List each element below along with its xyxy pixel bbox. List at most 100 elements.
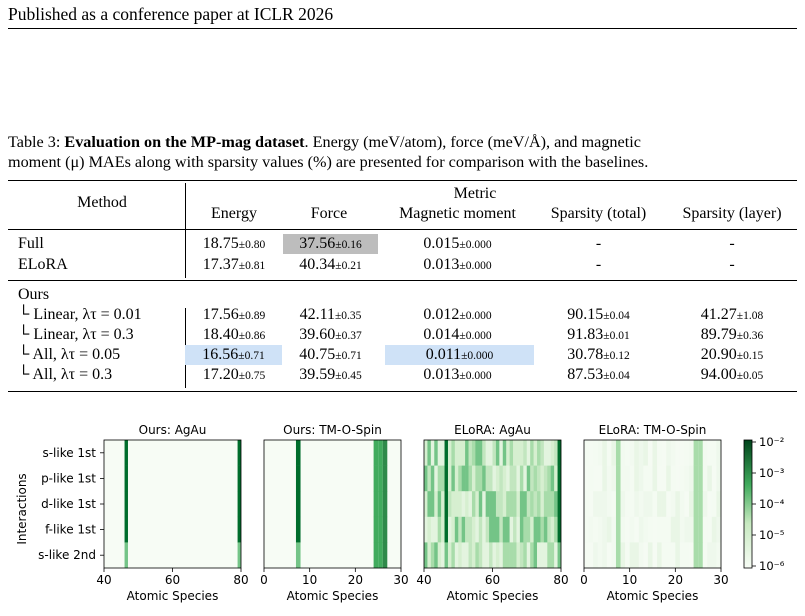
heatmap-cell: [495, 516, 500, 543]
heatmap-cell: [711, 465, 717, 492]
heatmap-cell: [506, 440, 510, 466]
heatmap-cell: [554, 491, 558, 518]
heatmap-cell: [424, 491, 428, 518]
heatmap-cell: [689, 440, 694, 466]
x-axis-label: Atomic Species: [447, 589, 539, 603]
heatmap-cell: [707, 542, 713, 569]
x-tick-label: 0: [260, 573, 268, 587]
x-tick-label: 60: [165, 573, 180, 587]
heatmap-cell: [702, 542, 708, 569]
heatmap-cell: [679, 542, 685, 569]
heatmap-active-cell: [378, 440, 383, 466]
heatmap-active-cell: [615, 491, 621, 518]
force-cell: 40.34±0.21: [299, 256, 362, 273]
heatmap-cell: [447, 542, 452, 569]
heatmap-cell: [670, 542, 676, 569]
row-label: p-like 1st: [41, 471, 96, 485]
heatmap-cell: [675, 516, 681, 543]
row-label: └ Linear, λτ = 0.01: [18, 306, 142, 323]
heatmap-cell: [584, 491, 589, 518]
heatmap-cell: [593, 516, 598, 543]
heatmap-cell: [716, 440, 722, 466]
heatmap-cell: [530, 542, 534, 569]
heatmap-cell: [597, 465, 603, 492]
heatmap-cell: [625, 465, 630, 492]
heatmap-cell: [684, 440, 690, 466]
y-axis-label: Interactions: [15, 473, 29, 544]
heatmap-cell: [638, 440, 644, 466]
heatmap-cell: [707, 516, 713, 543]
heatmap-cell: [475, 465, 480, 492]
heatmap-active-cell: [378, 542, 383, 569]
heatmap-cell: [489, 465, 493, 492]
heatmap-active-cell: [382, 542, 388, 569]
heatmap-cell: [606, 465, 612, 492]
heatmap-cell: [540, 465, 545, 492]
heatmap-cell: [482, 491, 486, 518]
row-label: s-like 1st: [42, 446, 96, 460]
x-tick-label: 80: [553, 573, 568, 587]
x-tick-label: 10: [302, 573, 317, 587]
heatmap-cell: [526, 491, 531, 518]
heatmap-cell: [424, 465, 428, 492]
heatmap-cell: [499, 491, 504, 518]
heatmap-cell: [533, 542, 538, 569]
heatmap-cell: [629, 465, 635, 492]
heatmap-cell: [427, 465, 432, 492]
heatmap-cell: [434, 440, 438, 466]
heatmap-cell: [465, 516, 469, 543]
heatmap-cell: [502, 516, 507, 543]
heatmap-cell: [689, 491, 694, 518]
heatmap-active-cell: [373, 542, 379, 569]
heatmap-active-cell: [444, 491, 448, 518]
heatmap-active-cell: [444, 440, 448, 466]
heatmap-cell: [502, 465, 507, 492]
heatmap-cell: [537, 440, 541, 466]
heatmap-cell: [427, 491, 432, 518]
heatmap-cell: [597, 440, 603, 466]
heatmap-cell: [707, 465, 713, 492]
sparsity-layer-cell: 20.90±0.15: [700, 346, 764, 363]
heatmap-cell: [471, 491, 476, 518]
caption-label: Table 3:: [8, 133, 61, 151]
heatmap-cell: [602, 542, 608, 569]
heatmap-cell: [478, 516, 483, 543]
heatmap-active-cell: [557, 516, 561, 543]
heatmap-cell: [657, 491, 662, 518]
x-tick-label: 0: [580, 573, 588, 587]
sparsity-layer-cell: -: [729, 256, 735, 273]
force-cell: 40.75±0.71: [299, 346, 362, 363]
heatmap-cell: [461, 542, 466, 569]
heatmap-cell: [482, 516, 486, 543]
heatmap-cell: [475, 440, 480, 466]
heatmap-cell: [606, 440, 612, 466]
heatmap-cell: [625, 516, 630, 543]
heatmap-cell: [465, 465, 469, 492]
heatmap-panel: Ours: AgAu 40 60 80 Atomic Species: [96, 423, 248, 603]
heatmap-cell: [447, 440, 452, 466]
force-cell: 39.59±0.45: [299, 366, 362, 383]
heatmap-cell: [427, 542, 432, 569]
heatmap-cell: [634, 542, 640, 569]
heatmap-cell: [451, 491, 456, 518]
x-axis-label: Atomic Species: [127, 589, 219, 603]
heatmap-active-cell: [378, 491, 383, 518]
heatmap-cell: [533, 440, 538, 466]
heatmap-cell: [468, 440, 473, 466]
heatmap-cell: [543, 491, 548, 518]
heatmap-cell: [506, 465, 510, 492]
heatmap-cell: [471, 516, 476, 543]
heatmap-cell: [638, 542, 644, 569]
heatmap-cell: [647, 542, 653, 569]
heatmap-cell: [584, 542, 589, 569]
heatmap-cell: [602, 440, 608, 466]
column-header-force: Force: [310, 205, 348, 222]
table-mid-rule: [8, 280, 797, 281]
colorbar: 10⁻² 10⁻³ 10⁻⁴ 10⁻⁵ 10⁻⁶: [743, 435, 785, 573]
x-tick-label: 30: [713, 573, 728, 587]
heatmap-cell: [689, 465, 694, 492]
method-column-divider: [185, 183, 186, 278]
row-label: s-like 2nd: [38, 548, 96, 562]
heatmap-cell: [430, 542, 435, 569]
